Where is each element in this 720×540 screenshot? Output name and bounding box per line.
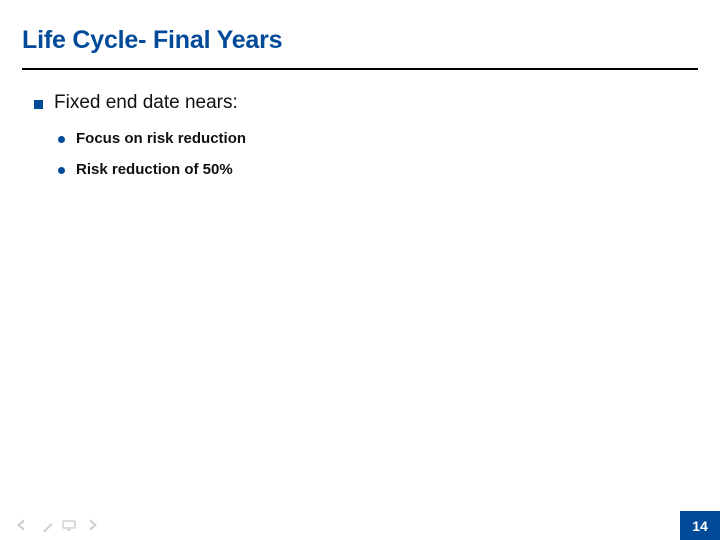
page-number: 14 [692, 518, 708, 534]
title-wrap: Life Cycle- Final Years [22, 26, 698, 55]
page-title: Life Cycle- Final Years [22, 26, 698, 55]
pen-icon[interactable] [38, 518, 52, 532]
list-item: Fixed end date nears: Focus on risk redu… [30, 92, 690, 178]
title-divider [22, 68, 698, 70]
list-item-label: Focus on risk reduction [76, 130, 246, 147]
nav-icon-row [14, 518, 100, 532]
bullet-list-lvl2: Focus on risk reduction Risk reduction o… [54, 130, 690, 178]
slide: Life Cycle- Final Years Fixed end date n… [0, 0, 720, 540]
list-item-label: Fixed end date nears: [54, 92, 238, 113]
list-item: Focus on risk reduction [54, 130, 690, 147]
slide-body: Fixed end date nears: Focus on risk redu… [30, 92, 690, 192]
list-item: Risk reduction of 50% [54, 161, 690, 178]
next-arrow-icon[interactable] [86, 518, 100, 532]
bullet-list-lvl1: Fixed end date nears: Focus on risk redu… [30, 92, 690, 178]
page-number-badge: 14 [680, 511, 720, 540]
screen-icon[interactable] [62, 518, 76, 532]
list-item-label: Risk reduction of 50% [76, 161, 233, 178]
prev-arrow-icon[interactable] [14, 518, 28, 532]
